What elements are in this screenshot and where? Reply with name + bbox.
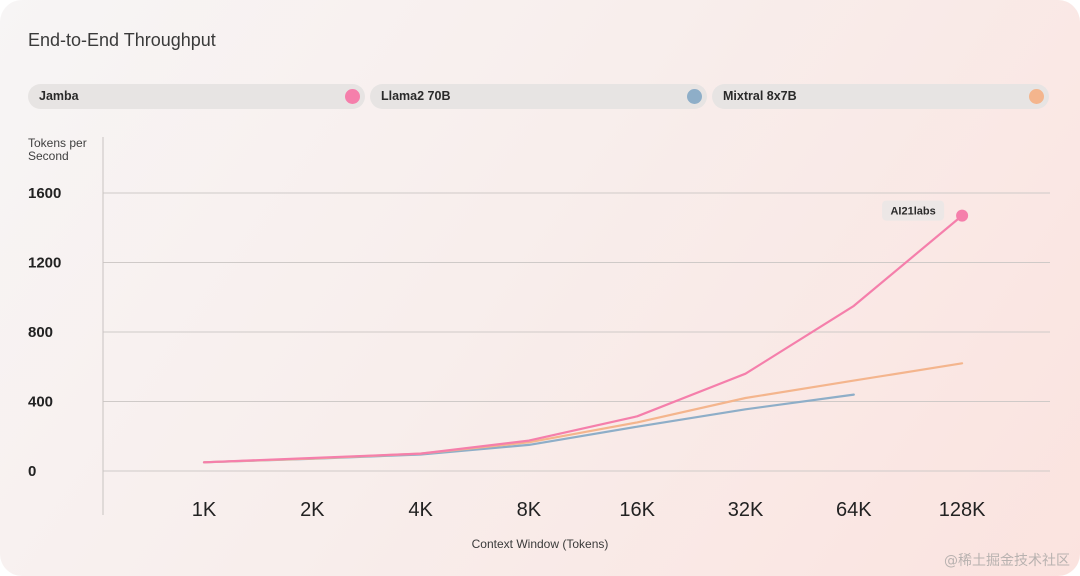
- watermark: @稀土掘金技术社区: [944, 553, 1070, 569]
- legend-item-jamba[interactable]: Jamba: [28, 84, 365, 109]
- y-tick-label-1200: 1200: [28, 255, 61, 272]
- legend-dot-llama2-70b: [687, 89, 702, 104]
- series-end-marker-jamba: [956, 209, 969, 222]
- chart-title: End-to-End Throughput: [28, 30, 216, 50]
- x-axis-label: Context Window (Tokens): [472, 537, 609, 551]
- legend-item-llama2-70b[interactable]: Llama2 70B: [370, 84, 707, 109]
- y-tick-label-400: 400: [28, 394, 53, 411]
- y-tick-label-1600: 1600: [28, 185, 61, 202]
- series-line-jamba: [202, 214, 964, 464]
- series-line-llama2-70b: [202, 393, 855, 464]
- x-tick-label-4k: 4K: [408, 499, 433, 521]
- y-axis-label-line-2: Second: [28, 149, 69, 163]
- x-tick-label-64k: 64K: [836, 499, 872, 521]
- legend-label-jamba: Jamba: [39, 89, 79, 103]
- legend-dot-mixtral-8x7b: [1029, 89, 1044, 104]
- x-tick-label-2k: 2K: [300, 499, 325, 521]
- legend-label-llama2-70b: Llama2 70B: [381, 89, 451, 103]
- y-tick-label-0: 0: [28, 463, 36, 480]
- x-tick-label-128k: 128K: [939, 499, 986, 521]
- x-tick-label-1k: 1K: [192, 499, 217, 521]
- legend-label-mixtral-8x7b: Mixtral 8x7B: [723, 89, 797, 103]
- y-axis-label-line-1: Tokens per: [28, 136, 87, 150]
- x-tick-label-32k: 32K: [728, 499, 764, 521]
- annotation-badge-label: AI21labs: [890, 206, 935, 218]
- legend-dot-jamba: [345, 89, 360, 104]
- legend-item-mixtral-8x7b[interactable]: Mixtral 8x7B: [712, 84, 1049, 109]
- x-tick-label-16k: 16K: [619, 499, 655, 521]
- x-tick-label-8k: 8K: [517, 499, 542, 521]
- annotation-badge: [882, 200, 945, 221]
- y-tick-label-800: 800: [28, 324, 53, 341]
- series-line-mixtral-8x7b: [202, 362, 964, 464]
